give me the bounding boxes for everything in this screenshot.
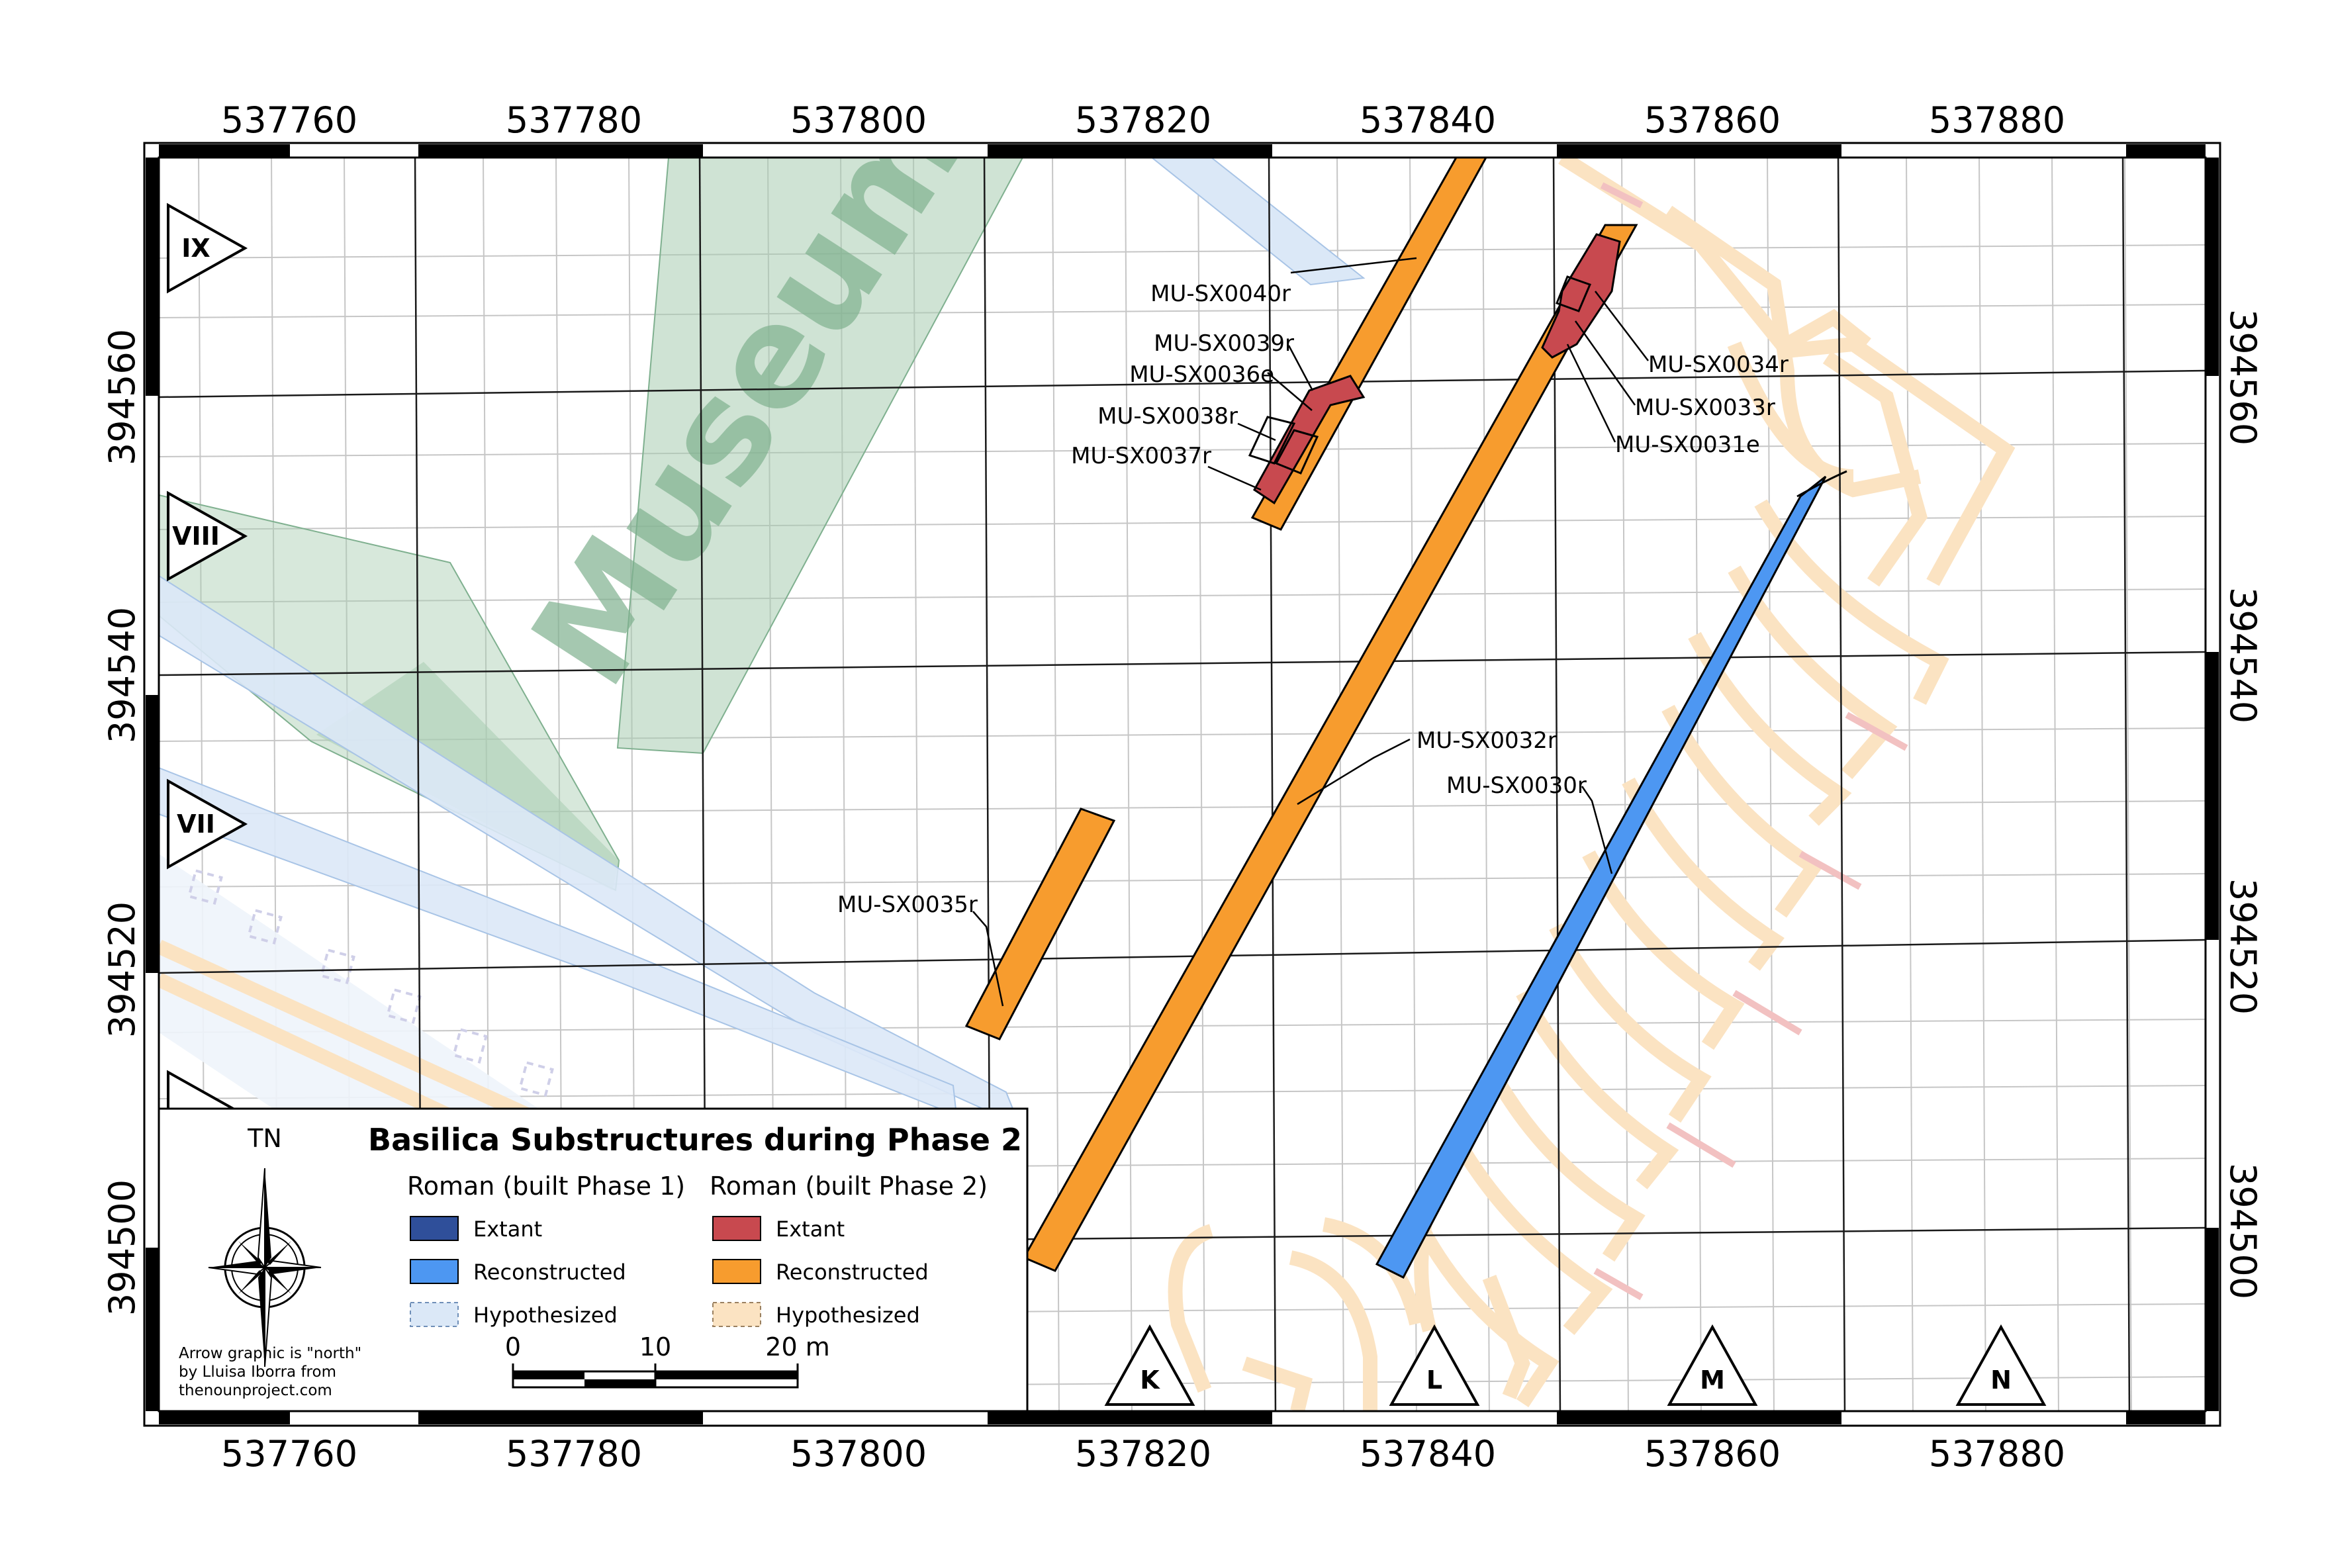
legend: TN Arrow graphic is "north" by Lluisa Ib…	[158, 1107, 1029, 1412]
feature-labels: MU-SX0040r MU-SX0039r MU-SX0036e MU-SX00…	[837, 281, 1789, 918]
leader-lines	[972, 257, 1649, 1007]
x-tick-bottom: 537800	[790, 1433, 927, 1475]
scale-label-20: 20 m	[765, 1332, 829, 1361]
extant-east-group	[1541, 233, 1621, 359]
swatch-phase1-extant	[410, 1216, 459, 1241]
x-axis-bottom: 537760 537780 537800 537820 537840 53786…	[221, 1433, 2065, 1475]
y-axis-left: 394560 394540 394520 394500	[101, 329, 143, 1316]
legend-p1-reconstructed: Reconstructed	[473, 1260, 626, 1285]
x-axis-top: 537760 537780 537800 537820 537840 53786…	[221, 99, 2065, 141]
y-tick-left: 394500	[101, 1179, 143, 1316]
x-tick-top: 537760	[221, 99, 357, 141]
x-tick-bottom: 537860	[1644, 1433, 1781, 1475]
legend-p2-reconstructed: Reconstructed	[776, 1260, 929, 1285]
y-tick-left: 394540	[101, 607, 143, 743]
section-VII: VII	[177, 809, 215, 839]
label-MU-SX0036e: MU-SX0036e	[1129, 361, 1274, 388]
y-tick-right: 394500	[2222, 1163, 2264, 1299]
x-tick-top: 537880	[1929, 99, 2065, 141]
section-IX: IX	[181, 234, 210, 263]
section-VIII: VIII	[172, 522, 220, 551]
wall-MU-SX0032r	[1022, 224, 1638, 1272]
label-MU-SX0038r: MU-SX0038r	[1097, 403, 1238, 430]
swatch-phase1-hypothesized	[410, 1302, 459, 1327]
x-tick-top: 537780	[506, 99, 642, 141]
wall-MU-SX0030r	[1375, 475, 1827, 1279]
section-M: M	[1700, 1365, 1725, 1395]
label-MU-SX0040r: MU-SX0040r	[1150, 281, 1291, 307]
legend-title: Basilica Substructures during Phase 2	[368, 1122, 1022, 1158]
swatch-phase2-extant	[712, 1216, 761, 1241]
hypothesized-phase2-walls	[1593, 182, 1908, 1301]
scale-bar: 0 10 20 m	[505, 1332, 830, 1389]
swatch-phase2-hypothesized	[712, 1302, 761, 1327]
legend-p1-extant: Extant	[473, 1217, 542, 1242]
x-tick-bottom: 537840	[1360, 1433, 1496, 1475]
wall-MU-SX0035r	[964, 807, 1116, 1040]
x-tick-top: 537800	[790, 99, 927, 141]
swatch-phase2-reconstructed	[712, 1259, 761, 1284]
legend-p2-hypothesized: Hypothesized	[776, 1303, 920, 1328]
north-label: TN	[247, 1124, 282, 1153]
section-K: K	[1140, 1365, 1160, 1395]
legend-col1-head: Roman (built Phase 1)	[407, 1172, 685, 1201]
y-tick-right: 394520	[2222, 878, 2264, 1015]
section-markers-bottom: K L M N	[1104, 1324, 2047, 1406]
y-tick-left: 394520	[101, 901, 143, 1038]
y-axis-right: 394560 394540 394520 394500	[2222, 309, 2264, 1299]
x-tick-top: 537840	[1360, 99, 1496, 141]
x-tick-bottom: 537880	[1929, 1433, 2065, 1475]
section-L: L	[1426, 1365, 1442, 1395]
label-MU-SX0037r: MU-SX0037r	[1071, 443, 1211, 469]
x-tick-top: 537820	[1075, 99, 1211, 141]
label-MU-SX0031e: MU-SX0031e	[1615, 432, 1760, 458]
scale-label-0: 0	[505, 1332, 521, 1361]
label-MU-SX0039r: MU-SX0039r	[1154, 330, 1294, 357]
x-tick-bottom: 537820	[1075, 1433, 1211, 1475]
legend-col2-head: Roman (built Phase 2)	[710, 1172, 988, 1201]
scale-label-10: 10	[639, 1332, 671, 1361]
grid-fine	[159, 158, 2206, 1411]
north-arrow-icon	[208, 1168, 322, 1367]
label-MU-SX0030r: MU-SX0030r	[1446, 772, 1587, 799]
x-tick-bottom: 537760	[221, 1433, 357, 1475]
x-tick-bottom: 537780	[506, 1433, 642, 1475]
label-MU-SX0034r: MU-SX0034r	[1648, 351, 1789, 378]
y-tick-right: 394540	[2222, 587, 2264, 723]
map-frame	[143, 142, 2221, 1427]
credit-line-3: thenounproject.com	[179, 1382, 332, 1399]
swatch-phase1-reconstructed	[410, 1259, 459, 1284]
legend-p2-extant: Extant	[776, 1217, 845, 1242]
credit-line-1: Arrow graphic is "north"	[179, 1345, 361, 1362]
label-MU-SX0035r: MU-SX0035r	[837, 892, 978, 918]
label-MU-SX0033r: MU-SX0033r	[1635, 394, 1775, 421]
y-tick-right: 394560	[2222, 309, 2264, 445]
extant-north-group	[1248, 375, 1366, 505]
credit-line-2: by Lluisa Iborra from	[179, 1363, 336, 1381]
y-tick-left: 394560	[101, 329, 143, 465]
label-MU-SX0032r: MU-SX0032r	[1417, 727, 1557, 754]
x-tick-top: 537860	[1644, 99, 1781, 141]
section-N: N	[1990, 1365, 2012, 1395]
legend-p1-hypothesized: Hypothesized	[473, 1303, 618, 1328]
